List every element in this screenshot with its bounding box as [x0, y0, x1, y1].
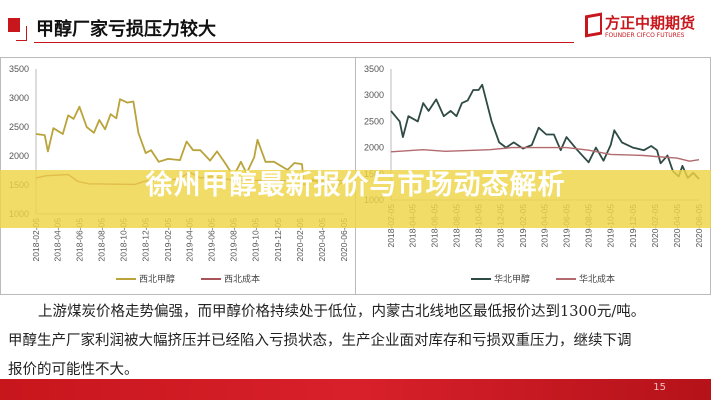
- body-paragraph-line-2: 甲醇生产厂家利润被大幅挤压并已经陷入亏损状态，生产企业面对库存和亏损双重压力，继…: [8, 333, 632, 349]
- body-paragraph-line-3: 报价的可能性不大。: [8, 362, 139, 378]
- legend-label: 西北甲醇: [139, 273, 175, 285]
- x-tick-label: 2020-04-05: [317, 218, 327, 262]
- body-paragraph-line-1: 上游煤炭价格走势偏强，而甲醇价格持续处于低位，内蒙古北线地区最低报价达到1300…: [38, 304, 646, 320]
- y-tick-label: 2500: [364, 116, 384, 126]
- page-title: 甲醇厂家亏损压力较大: [36, 19, 216, 40]
- x-tick-label: 2019-10-05: [251, 218, 261, 262]
- x-tick-label: 2020-06-05: [339, 218, 349, 262]
- x-tick-label: 2019-08-05: [229, 218, 239, 262]
- y-tick-label: 3500: [364, 64, 384, 74]
- x-tick-label: 2019-12-05: [273, 218, 283, 262]
- page-number: 15: [653, 382, 666, 393]
- x-tick-label: 2018-06-05: [74, 218, 84, 262]
- banner-background: [0, 170, 711, 228]
- x-tick-label: 2018-02-05: [31, 218, 41, 262]
- x-tick-label: 2018-12-05: [141, 218, 151, 262]
- legend-label: 华北成本: [579, 273, 615, 285]
- series-line-华北甲醇: [390, 83, 700, 180]
- x-tick-label: 2019-02-05: [163, 218, 173, 262]
- x-tick-label: 2018-08-05: [97, 218, 107, 262]
- legend-label: 西北成本: [224, 273, 260, 285]
- footer-bar: 15: [0, 379, 711, 400]
- header-logo-square: [8, 18, 20, 32]
- x-tick-label: 2019-06-05: [207, 218, 217, 262]
- y-tick-label: 2500: [9, 122, 29, 132]
- legend-label: 华北甲醇: [494, 273, 530, 285]
- x-tick-label: 2019-04-05: [184, 218, 194, 262]
- header-logo-outline: [16, 26, 27, 41]
- banner-headline: 徐州甲醇最新报价与市场动态解析: [145, 170, 566, 201]
- y-tick-label: 3500: [9, 64, 29, 74]
- y-tick-label: 2000: [364, 143, 384, 153]
- title-divider: [34, 42, 574, 43]
- x-tick-label: 2018-10-05: [119, 218, 129, 262]
- series-line-华北成本: [390, 146, 700, 162]
- logo-name-cn: 方正中期期货: [605, 14, 696, 32]
- logo-mark-icon: [585, 12, 602, 38]
- series-line-西北甲醇: [35, 98, 345, 189]
- x-tick-label: 2018-04-05: [52, 218, 62, 262]
- logo-name-en: FOUNDER CIFCO FUTURES: [605, 32, 685, 39]
- chart-northwest: 1000150020002500300035002018-02-052018-0…: [9, 64, 349, 285]
- x-tick-label: 2020-02-05: [295, 218, 305, 262]
- y-tick-label: 3000: [364, 90, 384, 100]
- chart-panel-northwest: 1000150020002500300035002018-02-052018-0…: [0, 57, 356, 295]
- y-tick-label: 2000: [9, 151, 29, 161]
- y-tick-label: 3000: [9, 93, 29, 103]
